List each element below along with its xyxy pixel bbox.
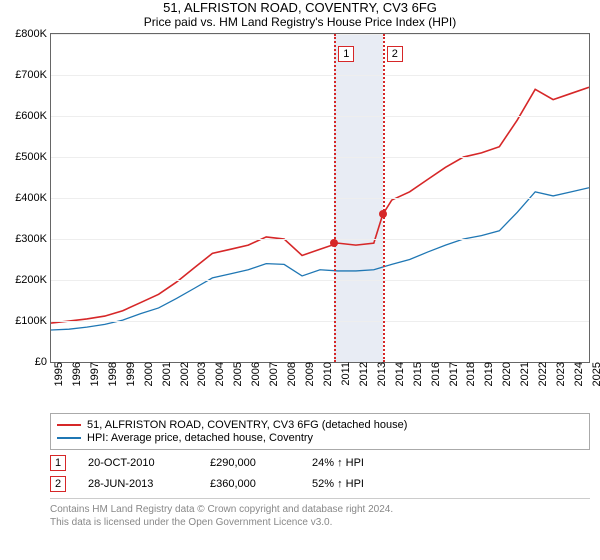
y-tick-label: £200K bbox=[15, 274, 51, 286]
x-tick-label: 1999 bbox=[123, 362, 137, 386]
x-tick-label: 2018 bbox=[463, 362, 477, 386]
transaction-badge: 1 bbox=[50, 455, 66, 471]
y-tick-label: £400K bbox=[15, 192, 51, 204]
x-tick-label: 2013 bbox=[374, 362, 388, 386]
marker-badge: 1 bbox=[338, 46, 354, 62]
gridline bbox=[51, 198, 589, 199]
chart-title: 51, ALFRISTON ROAD, COVENTRY, CV3 6FG bbox=[0, 0, 600, 15]
y-tick-label: £700K bbox=[15, 69, 51, 81]
marker-dot bbox=[330, 239, 338, 247]
gridline bbox=[51, 157, 589, 158]
transaction-date: 28-JUN-2013 bbox=[88, 478, 188, 490]
x-tick-label: 2015 bbox=[410, 362, 424, 386]
marker-line bbox=[334, 34, 336, 362]
legend-swatch bbox=[57, 424, 81, 426]
y-tick-label: £0 bbox=[35, 356, 51, 368]
x-tick-label: 2000 bbox=[141, 362, 155, 386]
gridline bbox=[51, 321, 589, 322]
legend-swatch bbox=[57, 437, 81, 439]
transactions-table: 1 20-OCT-2010 £290,000 24% ↑ HPI 2 28-JUN-201… bbox=[50, 455, 590, 492]
y-tick-label: £600K bbox=[15, 110, 51, 122]
gridline bbox=[51, 75, 589, 76]
plot-area: £0£100K£200K£300K£400K£500K£600K£700K£80… bbox=[50, 33, 590, 363]
marker-line bbox=[383, 34, 385, 362]
x-tick-label: 2019 bbox=[481, 362, 495, 386]
x-tick-label: 2009 bbox=[302, 362, 316, 386]
x-tick-label: 2001 bbox=[159, 362, 173, 386]
transaction-price: £360,000 bbox=[210, 478, 290, 490]
x-tick-label: 2014 bbox=[392, 362, 406, 386]
x-tick-label: 2005 bbox=[230, 362, 244, 386]
legend: 51, ALFRISTON ROAD, COVENTRY, CV3 6FG (d… bbox=[50, 413, 590, 450]
x-tick-label: 2008 bbox=[284, 362, 298, 386]
series-line-hpi bbox=[51, 188, 589, 330]
chart-subtitle: Price paid vs. HM Land Registry's House … bbox=[0, 15, 600, 29]
x-tick-label: 2024 bbox=[571, 362, 585, 386]
x-tick-label: 2004 bbox=[212, 362, 226, 386]
chart-container: 51, ALFRISTON ROAD, COVENTRY, CV3 6FG Pr… bbox=[0, 0, 600, 560]
marker-dot bbox=[379, 210, 387, 218]
y-tick-label: £500K bbox=[15, 151, 51, 163]
legend-label: 51, ALFRISTON ROAD, COVENTRY, CV3 6FG (d… bbox=[87, 419, 407, 431]
x-tick-label: 2007 bbox=[266, 362, 280, 386]
attribution-footer: Contains HM Land Registry data © Crown c… bbox=[50, 498, 590, 529]
x-tick-label: 2022 bbox=[535, 362, 549, 386]
legend-label: HPI: Average price, detached house, Cove… bbox=[87, 432, 313, 444]
legend-item-property: 51, ALFRISTON ROAD, COVENTRY, CV3 6FG (d… bbox=[57, 419, 583, 431]
series-line-property bbox=[51, 87, 589, 323]
x-tick-label: 1997 bbox=[87, 362, 101, 386]
footer-line: Contains HM Land Registry data © Crown c… bbox=[50, 503, 590, 516]
y-tick-label: £300K bbox=[15, 233, 51, 245]
x-tick-label: 2006 bbox=[248, 362, 262, 386]
x-tick-label: 2025 bbox=[589, 362, 600, 386]
x-tick-label: 2002 bbox=[177, 362, 191, 386]
transaction-date: 20-OCT-2010 bbox=[88, 457, 188, 469]
gridline bbox=[51, 116, 589, 117]
x-tick-label: 2023 bbox=[553, 362, 567, 386]
transaction-price: £290,000 bbox=[210, 457, 290, 469]
gridline bbox=[51, 280, 589, 281]
footer-line: This data is licensed under the Open Gov… bbox=[50, 516, 590, 529]
transaction-delta: 52% ↑ HPI bbox=[312, 478, 364, 490]
x-tick-label: 2012 bbox=[356, 362, 370, 386]
y-tick-label: £800K bbox=[15, 28, 51, 40]
transaction-row: 1 20-OCT-2010 £290,000 24% ↑ HPI bbox=[50, 455, 590, 471]
x-tick-label: 1995 bbox=[51, 362, 65, 386]
x-tick-label: 1998 bbox=[105, 362, 119, 386]
transaction-row: 2 28-JUN-2013 £360,000 52% ↑ HPI bbox=[50, 476, 590, 492]
y-tick-label: £100K bbox=[15, 315, 51, 327]
x-tick-label: 2017 bbox=[446, 362, 460, 386]
gridline bbox=[51, 34, 589, 35]
x-tick-label: 2016 bbox=[428, 362, 442, 386]
x-tick-label: 1996 bbox=[69, 362, 83, 386]
transaction-badge: 2 bbox=[50, 476, 66, 492]
gridline bbox=[51, 239, 589, 240]
marker-badge: 2 bbox=[387, 46, 403, 62]
x-tick-label: 2010 bbox=[320, 362, 334, 386]
x-tick-label: 2020 bbox=[499, 362, 513, 386]
legend-item-hpi: HPI: Average price, detached house, Cove… bbox=[57, 432, 583, 444]
x-tick-label: 2003 bbox=[194, 362, 208, 386]
x-tick-label: 2011 bbox=[338, 362, 352, 386]
transaction-delta: 24% ↑ HPI bbox=[312, 457, 364, 469]
x-tick-label: 2021 bbox=[517, 362, 531, 386]
